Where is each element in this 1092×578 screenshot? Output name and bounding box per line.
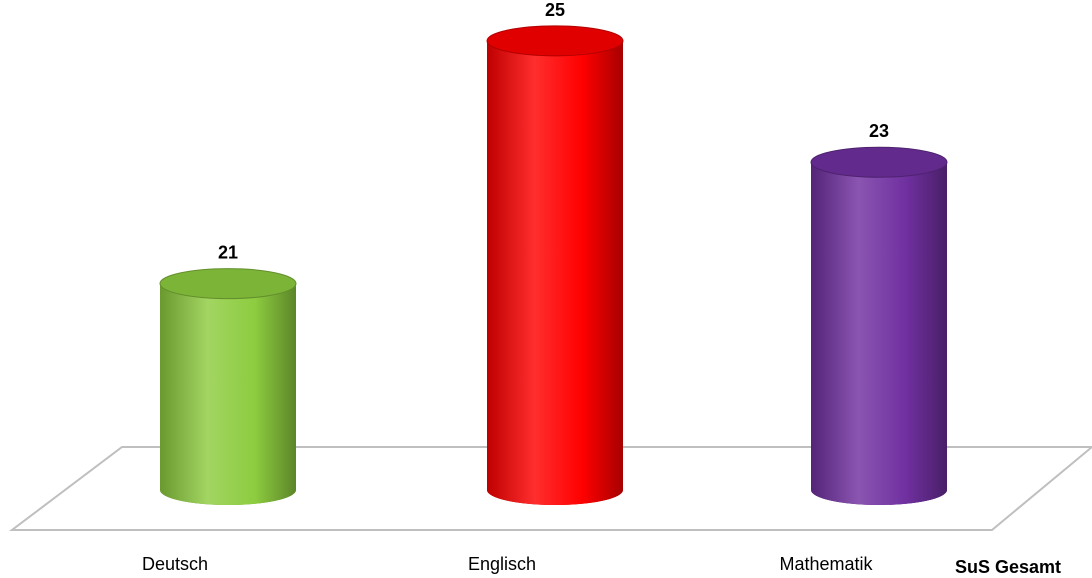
series-label: SuS Gesamt	[955, 557, 1061, 577]
bars-layer	[159, 25, 948, 505]
bar-englisch	[486, 25, 624, 505]
bar-top	[810, 146, 948, 178]
value-label: 23	[869, 121, 889, 141]
bar-mathematik	[810, 146, 948, 505]
category-label: Deutsch	[142, 554, 208, 574]
labels-layer: 21 Deutsch 25 Englisch 23 Mathematik	[142, 0, 889, 574]
bar-deutsch	[159, 268, 297, 505]
bar-bottom-curve	[160, 489, 296, 505]
bar-body	[487, 40, 623, 490]
value-label: 25	[545, 0, 565, 20]
chart-floor	[9, 446, 1092, 531]
value-label: 21	[218, 243, 238, 263]
category-label: Mathematik	[779, 554, 873, 574]
bar-top	[486, 25, 624, 57]
bar-bottom-curve	[487, 489, 623, 505]
bar-body	[160, 283, 296, 490]
bar-body	[811, 162, 947, 490]
category-label: Englisch	[468, 554, 536, 574]
bar-bottom-curve	[811, 489, 947, 505]
bar-top	[159, 268, 297, 300]
